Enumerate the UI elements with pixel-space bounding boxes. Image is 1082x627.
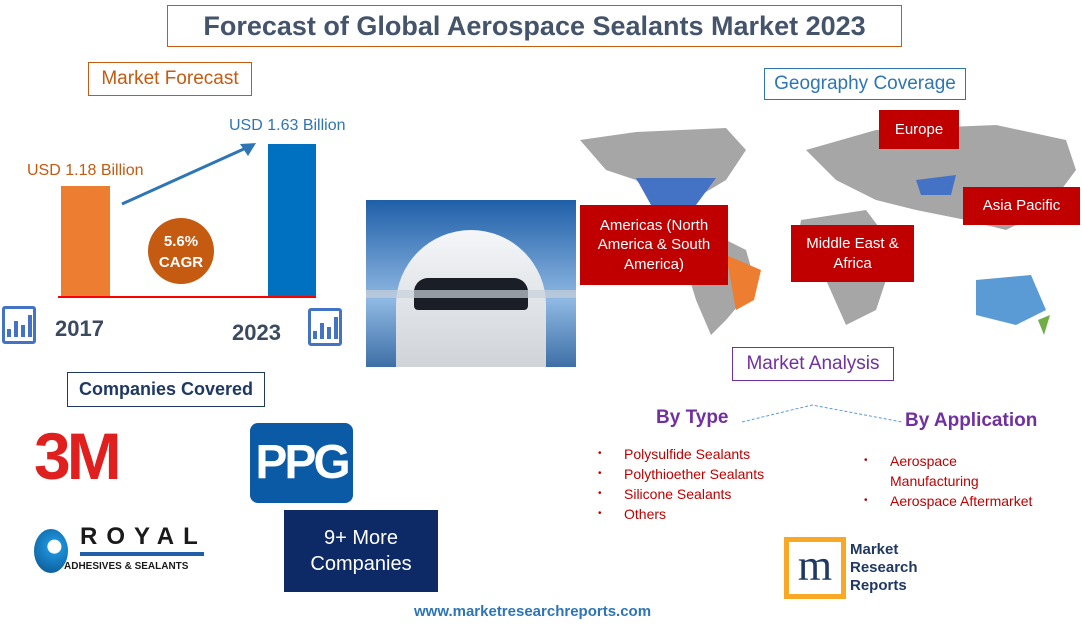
list-item: Silicone Sealants (598, 484, 764, 504)
logo-text-line: Research (850, 559, 918, 576)
value-2023-label: USD 1.63 Billion (229, 117, 346, 134)
list-item: Polysulfide Sealants (598, 444, 764, 464)
logo-text-line: Reports (850, 577, 907, 594)
list-item: Aerospace Manufacturing (864, 451, 994, 491)
companies-covered-label: Companies Covered (67, 372, 265, 407)
list-item: Others (598, 504, 764, 524)
by-type-heading: By Type (656, 407, 729, 428)
bar-2023 (268, 144, 316, 296)
royal-tagline: ADHESIVES & SEALANTS (64, 561, 189, 572)
bar-chart-icon (308, 308, 342, 346)
bar-chart-icon (2, 306, 36, 344)
baseline (58, 296, 316, 298)
list-item: Aerospace Aftermarket (864, 491, 1064, 511)
mrr-logo-icon: m (784, 537, 846, 599)
growth-arrow-icon (121, 143, 256, 206)
cagr-value: 5.6% (163, 233, 199, 250)
mrr-logo-text: Market Research Reports (850, 541, 918, 595)
cagr-badge: 5.6% CAGR (148, 218, 214, 284)
by-type-list: Polysulfide Sealants Polythioether Seala… (598, 444, 764, 524)
geography-label: Geography Coverage (764, 68, 966, 100)
value-2017-label: USD 1.18 Billion (27, 162, 144, 179)
year-start: 2017 (55, 316, 104, 341)
logo-text-line: Market (850, 541, 899, 558)
connector-lines (741, 404, 903, 423)
more-companies-button[interactable]: 9+ More Companies (284, 510, 438, 592)
region-americas: Americas (North America & South America) (580, 205, 728, 285)
by-application-heading: By Application (905, 410, 1038, 431)
cagr-label: CAGR (158, 254, 204, 271)
year-end: 2023 (232, 320, 281, 345)
logo-3m: 3M (34, 419, 122, 493)
logo-royal: ROYAL ADHESIVES & SEALANTS (34, 523, 206, 578)
page-title: Forecast of Global Aerospace Sealants Ma… (167, 5, 902, 47)
region-europe: Europe (879, 110, 959, 149)
market-forecast-label: Market Forecast (88, 62, 252, 96)
royal-emblem-icon (34, 529, 68, 573)
region-middle-east-africa: Middle East & Africa (791, 225, 914, 282)
market-analysis-label: Market Analysis (732, 347, 894, 381)
by-application-list: Aerospace Manufacturing Aerospace Afterm… (864, 451, 1064, 511)
region-asia-pacific: Asia Pacific (963, 187, 1080, 225)
royal-wordmark: ROYAL (80, 523, 207, 550)
list-item: Polythioether Sealants (598, 464, 764, 484)
website-link[interactable]: www.marketresearchreports.com (414, 603, 652, 620)
airplane-image (366, 200, 576, 367)
logo-ppg: PPG (250, 423, 353, 503)
bar-2017 (61, 185, 110, 296)
